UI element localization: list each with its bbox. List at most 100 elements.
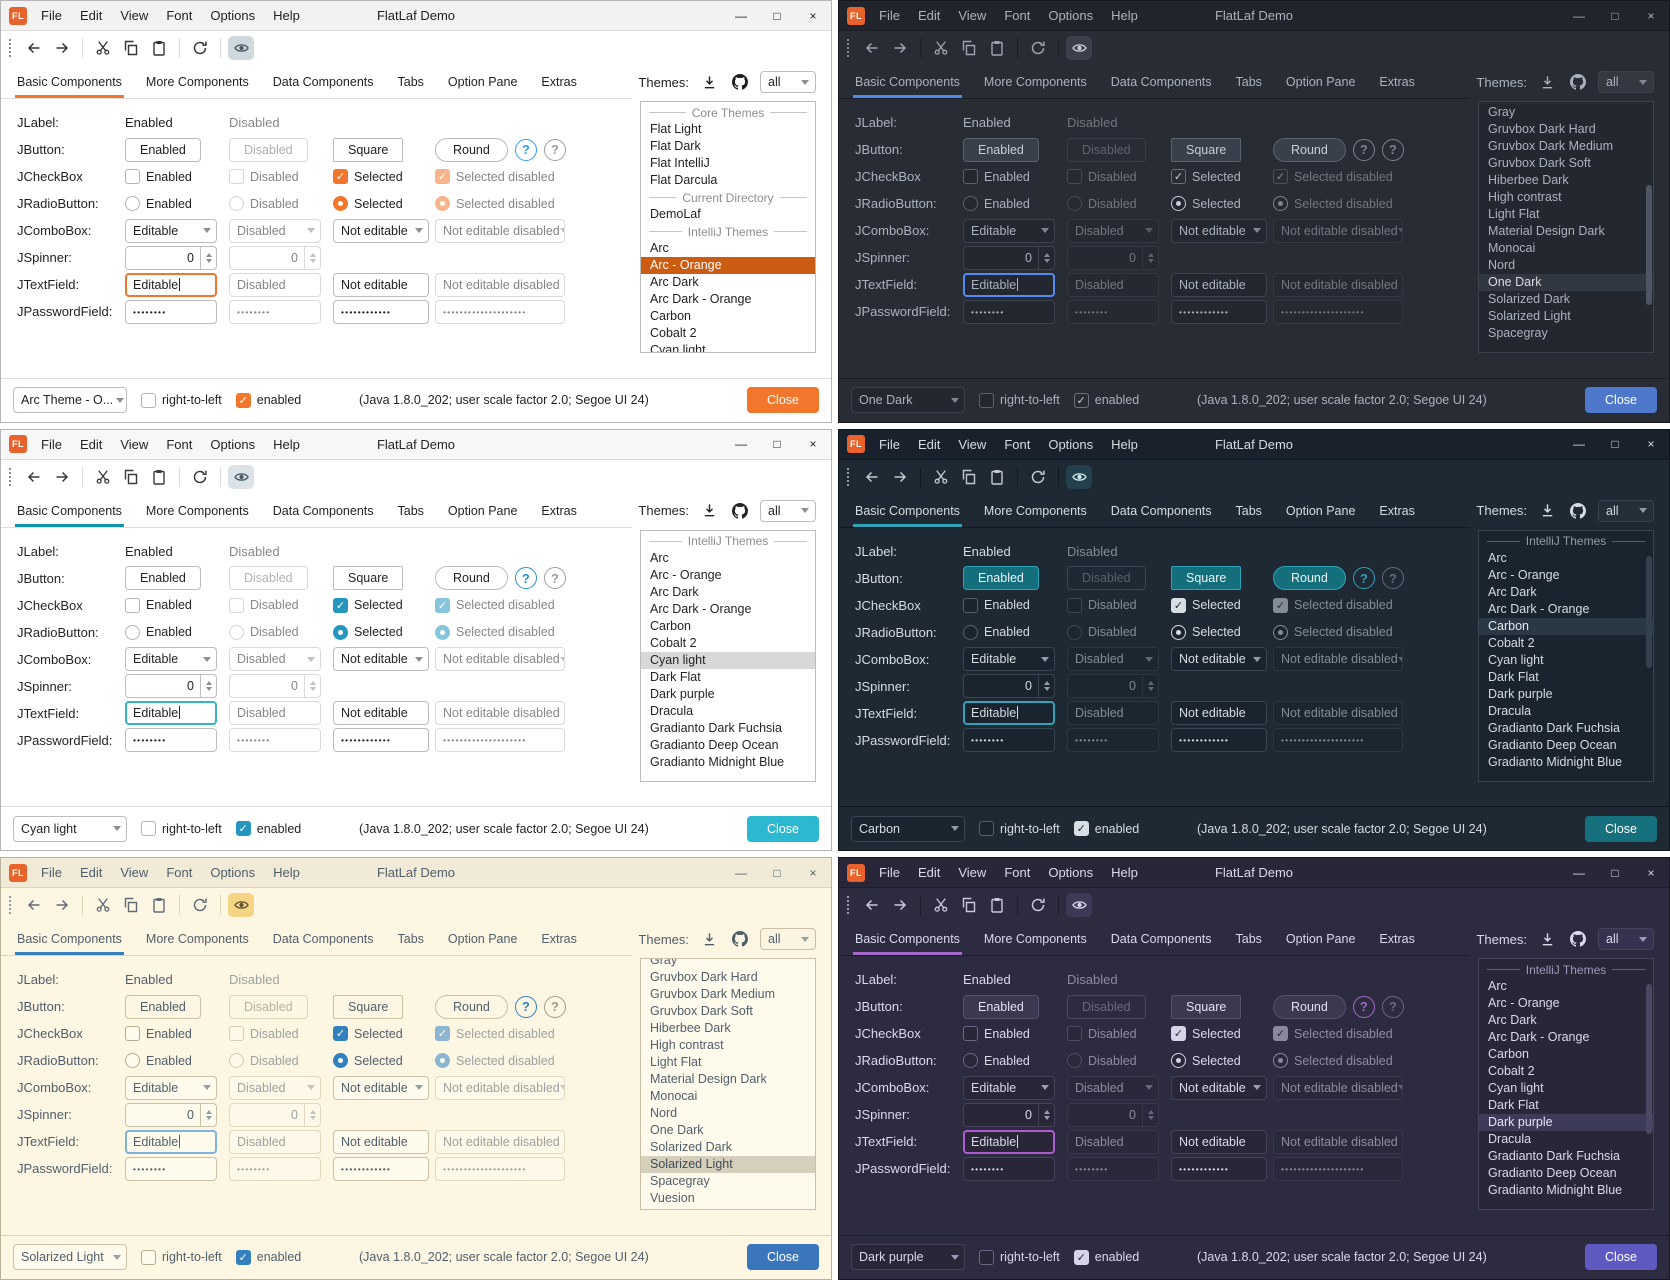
theme-list-item-arc-dark[interactable]: Arc Dark	[1488, 584, 1537, 599]
password-[interactable]: ••••••••••••••••••••	[1273, 1156, 1403, 1181]
theme-list[interactable]: IntelliJ Themes Arc Arc - Orange Arc Dark Ar…	[1478, 958, 1654, 1211]
theme-list-item-arc-dark-orange[interactable]: Arc Dark - Orange	[1488, 1030, 1590, 1045]
password-[interactable]: ••••••••••••	[333, 728, 429, 753]
maximize-button[interactable]: □	[1611, 437, 1619, 452]
checkbox-selected-disabled[interactable]: ✓ Selected disabled	[1273, 597, 1455, 613]
toolbar-grip[interactable]	[847, 467, 853, 486]
copy-icon[interactable]	[118, 893, 144, 917]
paste-icon[interactable]	[984, 893, 1010, 917]
theme-list-item-gradianto-deep-ocean[interactable]: Gradianto Deep Ocean	[650, 737, 779, 752]
toolbar-grip[interactable]	[9, 39, 15, 57]
radio-selected[interactable]: Selected	[333, 196, 435, 211]
menu-item-help[interactable]: Help	[273, 8, 300, 23]
tab-data-components[interactable]: Data Components	[1110, 503, 1212, 518]
jbutton-disabled[interactable]: Disabled	[229, 994, 308, 1019]
theme-list-item-gradianto-deep-ocean[interactable]: Gradianto Deep Ocean	[1488, 1166, 1617, 1181]
theme-list-item-flat-dark[interactable]: Flat Dark	[650, 139, 701, 153]
radio-selected[interactable]: Selected	[333, 1053, 435, 1069]
tab-more-components[interactable]: More Components	[983, 503, 1087, 518]
spinner-arrows[interactable]	[1038, 246, 1054, 269]
tab-data-components[interactable]: Data Components	[272, 75, 374, 89]
combobox-editable[interactable]: Editable	[963, 1075, 1055, 1100]
paste-icon[interactable]	[984, 465, 1010, 489]
radio-selected-disabled[interactable]: Selected disabled	[1273, 196, 1455, 211]
radio-enabled[interactable]: Enabled	[125, 196, 229, 211]
theme-list-item-gruvbox-dark-soft[interactable]: Gruvbox Dark Soft	[650, 1004, 753, 1019]
minimize-button[interactable]: —	[1573, 8, 1585, 23]
checkbox-enabled[interactable]: Enabled	[125, 169, 229, 184]
checkbox-selected-disabled[interactable]: ✓ Selected disabled	[435, 597, 617, 613]
combobox-disabled[interactable]: Disabled	[229, 1075, 321, 1100]
menu-item-font[interactable]: Font	[166, 436, 193, 452]
theme-list-item-gruvbox-dark-hard[interactable]: Gruvbox Dark Hard	[1488, 122, 1596, 136]
jbutton-square[interactable]: Square	[1171, 994, 1242, 1019]
back-icon[interactable]	[21, 36, 47, 60]
combobox-not-editable-disabled[interactable]: Not editable disabled	[1273, 647, 1403, 672]
radio-selected-disabled[interactable]: Selected disabled	[435, 624, 617, 640]
theme-list-item-gray[interactable]: Gray	[650, 958, 678, 968]
radio-disabled[interactable]: Disabled	[229, 624, 333, 640]
jbutton-round[interactable]: Round	[1273, 994, 1346, 1019]
tab-data-components[interactable]: Data Components	[1110, 75, 1212, 89]
cut-icon[interactable]	[90, 465, 116, 489]
menu-item-help[interactable]: Help	[1111, 436, 1138, 452]
spinner-arrows[interactable]	[304, 675, 320, 698]
close-window-button[interactable]: ×	[1647, 8, 1655, 23]
eye-icon[interactable]	[228, 464, 254, 489]
jbutton-square[interactable]: Square	[333, 566, 404, 591]
menu-item-help[interactable]: Help	[273, 436, 300, 452]
copy-icon[interactable]	[118, 465, 144, 489]
menu-item-file[interactable]: File	[41, 8, 62, 23]
jbutton-enabled[interactable]: Enabled	[125, 566, 201, 591]
radio-selected[interactable]: Selected	[1171, 624, 1273, 640]
download-icon[interactable]	[1536, 71, 1558, 93]
forward-icon[interactable]	[49, 36, 75, 60]
radio-selected[interactable]: Selected	[1171, 1053, 1273, 1069]
theme-list-item-arc-orange[interactable]: Arc - Orange	[1488, 996, 1560, 1011]
theme-list-item-gruvbox-dark-medium[interactable]: Gruvbox Dark Medium	[650, 987, 776, 1002]
rtl-checkbox[interactable]: right-to-left	[141, 1249, 222, 1265]
theme-list-item-gradianto-midnight-blue[interactable]: Gradianto Midnight Blue	[650, 754, 785, 769]
jbutton-disabled[interactable]: Disabled	[229, 566, 308, 591]
theme-list-item-hiberbee-dark[interactable]: Hiberbee Dark	[650, 1021, 731, 1036]
theme-list-item-monocai[interactable]: Monocai	[1488, 241, 1536, 255]
theme-list-item-arc[interactable]: Arc	[650, 550, 669, 565]
textfield-editable[interactable]: Editable	[125, 1129, 217, 1154]
forward-icon[interactable]	[49, 893, 75, 917]
theme-list-item-gruvbox-dark-soft[interactable]: Gruvbox Dark Soft	[1488, 156, 1591, 170]
close-button[interactable]: Close	[747, 387, 819, 414]
jbutton-disabled[interactable]: Disabled	[1067, 566, 1146, 591]
checkbox-selected[interactable]: ✓ Selected	[1171, 597, 1273, 613]
password-[interactable]: ••••••••••••	[1171, 299, 1267, 324]
help-button-1[interactable]: ?	[1352, 138, 1375, 161]
theme-list-item-gradianto-dark-fuchsia[interactable]: Gradianto Dark Fuchsia	[650, 720, 783, 735]
theme-filter-combobox[interactable]: all	[1598, 499, 1654, 522]
theme-filter-combobox[interactable]: all	[760, 71, 816, 93]
help-button-2[interactable]: ?	[1381, 567, 1404, 590]
radio-enabled[interactable]: Enabled	[963, 196, 1067, 211]
textfield-not-editable-disabled[interactable]: Not editable disabled	[435, 1129, 565, 1154]
theme-list-item-dark-purple[interactable]: Dark purple	[1479, 1114, 1653, 1132]
theme-list-item-solarized-light[interactable]: Solarized Light	[1488, 309, 1571, 323]
theme-list-item-dark-flat[interactable]: Dark Flat	[1488, 1098, 1539, 1113]
textfield-not-editable-disabled[interactable]: Not editable disabled	[1273, 1129, 1403, 1154]
theme-filter-combobox[interactable]: all	[1598, 71, 1654, 93]
tab-option-pane[interactable]: Option Pane	[1285, 932, 1356, 947]
theme-list[interactable]: Gray Gruvbox Dark Hard Gruvbox Dark Medium…	[640, 958, 816, 1211]
spinner-2[interactable]: 0	[229, 674, 321, 699]
spinner-arrows[interactable]	[1038, 1103, 1054, 1126]
maximize-button[interactable]: □	[773, 865, 781, 880]
menu-item-options[interactable]: Options	[1048, 8, 1094, 23]
download-icon[interactable]	[698, 71, 720, 93]
spinner-1[interactable]: 0	[963, 674, 1055, 699]
github-icon[interactable]	[729, 928, 751, 950]
theme-list-item-arc-orange[interactable]: Arc - Orange	[1488, 567, 1560, 582]
menu-item-options[interactable]: Options	[1048, 436, 1094, 452]
help-button-2[interactable]: ?	[1381, 138, 1404, 161]
eye-icon[interactable]	[1066, 464, 1092, 489]
jbutton-square[interactable]: Square	[333, 994, 404, 1019]
menu-item-edit[interactable]: Edit	[917, 865, 941, 881]
textfield-editable[interactable]: Editable	[125, 701, 217, 726]
download-icon[interactable]	[1536, 928, 1558, 950]
spinner-2[interactable]: 0	[229, 1102, 321, 1127]
